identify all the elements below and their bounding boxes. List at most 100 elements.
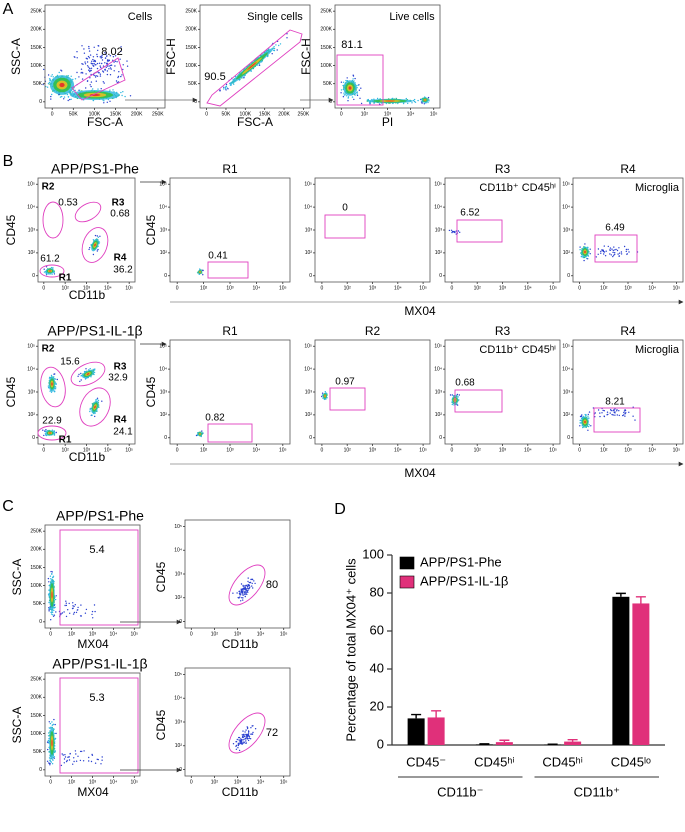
cell-dot (64, 756, 67, 758)
cell-dot (360, 87, 362, 89)
cell-dot (105, 66, 108, 69)
cell-dot (357, 84, 359, 87)
cell-dot (49, 606, 51, 608)
y-tick-label: 10⁵ (27, 344, 35, 350)
x-tick-label: 150K (110, 111, 122, 117)
cell-dot (624, 409, 626, 411)
cell-dot (54, 378, 57, 380)
cell-dot (124, 95, 126, 98)
cell-dot (65, 760, 68, 763)
error-bar (431, 710, 442, 718)
cell-dot (48, 581, 50, 583)
cell-dot (106, 70, 109, 72)
cell-dot (614, 249, 616, 251)
cell-dot (603, 251, 606, 253)
legend-swatch (399, 556, 415, 570)
column-title: R2 (365, 162, 381, 176)
gate-value: 8.02 (101, 46, 122, 58)
cell-dot (84, 63, 87, 65)
cell-dot (115, 80, 118, 82)
x-axis-label: MX04 (77, 637, 109, 651)
cell-dot (606, 411, 609, 413)
density-core (94, 405, 96, 409)
cell-dot (89, 54, 92, 56)
x-tick-label: 10² (200, 447, 208, 453)
x-tick-label: 10² (62, 447, 70, 453)
gate-value: 6.49 (605, 223, 625, 234)
y-tick-label: 10⁵ (304, 344, 312, 350)
cell-dot (89, 410, 91, 413)
cell-dot (455, 394, 457, 396)
cell-dot (54, 737, 57, 740)
cell-dot (607, 245, 609, 248)
cell-dot (251, 578, 254, 581)
cell-dot (88, 248, 90, 251)
y-tick-label: 100K (30, 731, 42, 737)
cell-dot (52, 723, 55, 725)
y-tick-label: 10⁴ (174, 548, 182, 554)
y-tick-label: 250K (320, 9, 332, 15)
y-tick-label: 10⁴ (159, 204, 167, 210)
cell-dot (103, 82, 105, 84)
cell-dot (90, 85, 92, 88)
cell-dot (85, 73, 87, 75)
cell-dot (611, 413, 613, 416)
cell-dot (414, 101, 417, 104)
cell-dot (67, 609, 69, 611)
cell-dot (48, 584, 50, 587)
cell-dot (95, 80, 98, 82)
cell-dot (587, 425, 590, 428)
x-tick-label: 10⁵ (549, 285, 557, 291)
cell-dot (618, 410, 620, 412)
gate-value: 15.6 (60, 357, 80, 368)
gate (71, 57, 126, 101)
cell-dot (618, 247, 620, 249)
cell-dot (50, 374, 53, 377)
y-axis-label: CD45 (154, 561, 168, 592)
cell-dot (62, 754, 64, 756)
column-title: R1 (222, 162, 238, 176)
cell-dot (199, 268, 201, 270)
density-core (584, 420, 586, 424)
cell-dot (53, 718, 55, 721)
cell-dot (74, 78, 77, 80)
cell-dot (53, 609, 55, 612)
cell-dot (91, 613, 93, 616)
y-tick-label: 10⁴ (174, 696, 182, 702)
cell-dot (96, 67, 99, 70)
cell-dot (590, 425, 592, 427)
cell-dot (51, 266, 53, 269)
cell-dot (101, 54, 103, 56)
x-tick-label: 100K (239, 111, 251, 117)
cell-dot (67, 96, 70, 98)
cell-dot (87, 55, 90, 58)
column-title: R4 (620, 324, 636, 338)
plot-title: Live cells (389, 11, 435, 23)
cell-dot (360, 102, 363, 105)
cell-dot (66, 759, 68, 762)
y-tick-label: 150K (30, 565, 42, 571)
x-tick-label: 10³ (624, 285, 632, 291)
cell-dot (56, 378, 58, 381)
density-core (348, 86, 352, 90)
cell-dot (43, 268, 45, 270)
y-axis-label: CD45 (144, 214, 158, 245)
cell-dot (54, 598, 57, 601)
bar (612, 596, 630, 745)
cell-dot (457, 230, 460, 232)
cell-dot (579, 246, 581, 248)
y-tick-label: 0 (439, 273, 442, 279)
cell-dot (105, 53, 107, 55)
gate-value: 0.41 (208, 251, 228, 262)
cell-dot (251, 725, 253, 727)
cell-dot (53, 614, 56, 616)
cell-dot (121, 94, 123, 97)
cell-dot (119, 58, 121, 60)
x-tick-label: 10⁴ (524, 447, 532, 453)
y-axis-label: FSC-H (299, 38, 313, 75)
gate-name: R3 (112, 198, 125, 209)
cell-dot (97, 248, 99, 251)
cell-dot (202, 274, 204, 276)
cell-dot (70, 75, 72, 78)
cell-dot (92, 88, 94, 90)
